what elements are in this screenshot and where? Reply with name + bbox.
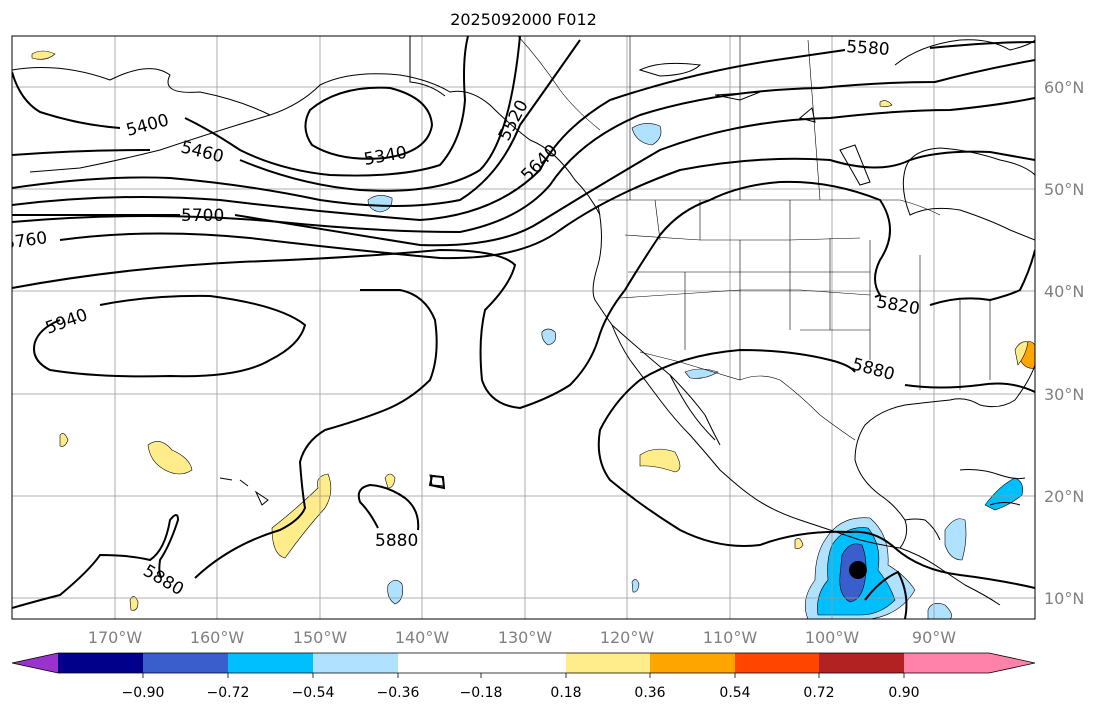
border-us-canada [598,199,941,216]
border-canada-provinces [517,36,821,201]
border-us-mexico [639,351,856,441]
contour-5700 [12,97,1035,247]
colorbar-segment [566,653,650,673]
anomaly-yellow-east [1014,341,1029,366]
colorbar-label: 0.72 [803,685,834,701]
map-title: 2025092000 F012 [450,10,597,29]
contour-label: 5700 [181,206,224,226]
storm-center-marker [849,561,867,579]
anomaly-yellow-small-5 [794,538,804,549]
anomaly-blue-canada [631,123,662,146]
colorbar-segment [228,653,313,673]
colorbar-label: 0.54 [719,685,750,701]
lat-axis-labels: 60°N 50°N 40°N 30°N 20°N 10°N [1044,78,1084,608]
colorbar-segment [819,653,904,673]
colorbar-label: −0.18 [460,685,503,701]
colorbar-label: −0.54 [292,685,335,701]
contour-5820 [12,180,1035,410]
coast-hawaii [219,474,445,506]
lon-label: 110°W [703,628,758,647]
anomaly-yellow-small-4 [31,50,56,60]
colorbar-label: −0.36 [377,685,420,701]
colorbar: −0.90 −0.72 −0.54 −0.36 −0.18 0.18 0.36 … [11,652,1036,701]
height-contours [12,36,1035,619]
contour-label: 5580 [846,37,891,60]
colorbar-segment [143,653,228,673]
colorbar-segment [650,653,735,673]
coast-central-america [899,518,1001,606]
lon-label: 140°W [395,628,450,647]
anomaly-blue-pacific-north [367,195,393,213]
anomaly-yellow-small-3 [129,596,139,611]
colorbar-segment [735,653,819,673]
contour-5460 [12,36,521,192]
anomaly-blue-small [631,579,640,593]
anomaly-blue-gulf [984,477,1023,511]
lat-label: 10°N [1044,589,1084,608]
colorbar-segment [12,653,58,673]
colorbar-segment [398,653,481,673]
colorbar-label: 0.36 [634,685,665,701]
coast-us-west [592,204,751,496]
anomaly-yellow-hawaii [271,473,332,559]
anomaly-yellow-small-1 [384,473,396,489]
colorbar-label: −0.90 [122,685,165,701]
contour-5760 [59,150,1035,260]
lat-label: 30°N [1044,385,1084,404]
lat-label: 50°N [1044,180,1084,199]
anomaly-yellow-small-6 [879,100,893,108]
graticule [12,36,1035,619]
contour-5340 [304,86,434,160]
anomaly-yellow-pacific [147,441,193,475]
anomaly-yellow-small-2 [59,433,69,447]
colorbar-segment [313,653,398,673]
border-us-states [619,199,991,390]
colorbar-label: −0.72 [207,685,250,701]
contour-5580 [12,41,1035,222]
contour-5880-pacific [12,289,438,609]
lon-label: 170°W [88,628,143,647]
colorbar-label: 0.90 [888,685,919,701]
coast-caribbean [959,469,1026,506]
lat-label: 60°N [1044,78,1084,97]
anomaly-blue-baja [541,328,556,346]
contour-5520 [12,39,581,207]
lat-label: 20°N [1044,487,1084,506]
political-borders [517,36,991,441]
colorbar-segment [481,653,566,673]
shaded-anomalies [31,50,1035,619]
contour-5880-small [357,474,446,531]
lon-label: 100°W [805,628,860,647]
coast-gulf [749,364,1035,549]
map-frame [11,35,1036,620]
contour-5880-east [597,348,1035,619]
anomaly-blue-caribbean [944,518,967,561]
contour-5400 [12,36,469,177]
contour-label: 5880 [375,531,418,551]
lon-label: 120°W [600,628,655,647]
lon-label: 150°W [293,628,348,647]
colorbar-segment [58,653,143,673]
lon-label: 160°W [190,628,245,647]
colorbar-label: 0.18 [550,685,581,701]
anomaly-blue-mexico [684,368,719,379]
lat-label: 40°N [1044,282,1084,301]
lon-label: 90°W [912,628,956,647]
contour-5940 [33,294,307,378]
colorbar-outline [11,652,1036,674]
colorbar-segment [904,653,1035,673]
coast-baja [611,324,721,446]
lon-label: 130°W [498,628,553,647]
lon-axis-labels: 170°W 160°W 150°W 140°W 130°W 120°W 110°… [88,628,956,647]
anomaly-yellow-mexico [639,448,681,473]
colorbar-ticks [142,673,905,678]
